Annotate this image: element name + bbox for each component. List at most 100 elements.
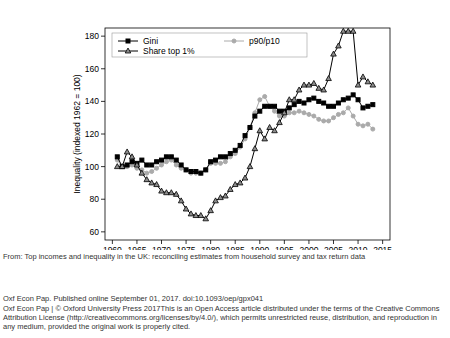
series-marker xyxy=(184,168,188,172)
series-marker xyxy=(213,198,219,203)
y-tick-label: 120 xyxy=(85,129,99,139)
series-marker xyxy=(120,165,124,169)
series-marker xyxy=(346,96,350,100)
series-line xyxy=(117,96,373,173)
series-marker xyxy=(366,122,370,126)
legend-marker xyxy=(126,39,130,43)
series-marker xyxy=(297,109,301,113)
series-marker xyxy=(321,87,327,92)
x-tick-label: 1995 xyxy=(275,245,294,250)
y-tick xyxy=(101,166,105,167)
series-marker xyxy=(351,114,355,118)
series-marker xyxy=(336,112,340,116)
series-marker xyxy=(302,101,306,105)
series-marker xyxy=(356,122,360,126)
y-tick xyxy=(101,231,105,232)
series-marker xyxy=(199,171,203,175)
series-marker xyxy=(257,128,263,133)
series-marker xyxy=(214,158,218,162)
series-marker xyxy=(242,175,248,180)
plot-frame xyxy=(105,28,390,240)
y-tick xyxy=(101,199,105,200)
series-marker xyxy=(341,28,347,33)
series-marker xyxy=(273,109,277,113)
footer-text: Oxf Econ Pap. Published online September… xyxy=(3,294,447,303)
series-marker xyxy=(169,155,173,159)
series-marker xyxy=(150,163,154,167)
series-marker xyxy=(194,170,198,174)
x-tick xyxy=(284,240,285,244)
series-marker xyxy=(155,166,159,170)
x-tick xyxy=(186,240,187,244)
series-marker xyxy=(297,99,301,103)
series-marker xyxy=(355,82,361,87)
series-marker xyxy=(154,182,160,187)
legend-label: Gini xyxy=(143,36,158,46)
chart: 1960196519701975198019851990199520002005… xyxy=(0,0,450,250)
series-marker xyxy=(366,104,370,108)
x-tick-label: 1985 xyxy=(226,245,245,250)
series-marker xyxy=(130,160,134,164)
series-marker xyxy=(199,171,203,175)
series-marker xyxy=(248,125,252,129)
series-marker xyxy=(311,80,317,85)
series-marker xyxy=(277,114,281,118)
series-marker xyxy=(307,98,311,102)
series-marker xyxy=(346,106,350,110)
series-marker xyxy=(232,182,238,187)
x-tick-label: 1970 xyxy=(152,245,171,250)
series-marker xyxy=(292,111,296,115)
footer-text: From: Top incomes and inequality in the … xyxy=(3,252,447,261)
series-marker xyxy=(140,158,144,162)
y-tick xyxy=(101,101,105,102)
series-marker xyxy=(183,206,189,211)
series-marker xyxy=(336,43,342,48)
legend-label: p90/p10 xyxy=(249,36,280,46)
series-marker xyxy=(124,149,130,154)
series-marker xyxy=(243,134,247,138)
series-marker xyxy=(223,193,229,198)
series-marker xyxy=(253,114,257,118)
series-marker xyxy=(316,85,322,90)
series-line xyxy=(117,95,373,173)
series-marker xyxy=(115,155,119,159)
series-marker xyxy=(204,168,208,172)
series-marker xyxy=(336,101,340,105)
legend-box xyxy=(112,33,307,57)
legend-marker xyxy=(125,48,131,53)
series-marker xyxy=(327,104,331,108)
series-marker xyxy=(155,160,159,164)
series-marker xyxy=(184,168,188,172)
x-tick xyxy=(161,240,162,244)
x-tick-label: 1965 xyxy=(127,245,146,250)
series-marker xyxy=(317,99,321,103)
y-axis-label: Inequality (indexed 1962 = 100) xyxy=(72,74,82,193)
series-marker xyxy=(296,87,302,92)
series-marker xyxy=(327,119,331,123)
series-marker xyxy=(248,125,252,129)
series-marker xyxy=(345,28,351,33)
series-marker xyxy=(370,82,376,87)
series-marker xyxy=(302,111,306,115)
series-marker xyxy=(164,190,170,195)
series-marker xyxy=(286,97,292,102)
series-marker xyxy=(189,170,193,174)
x-tick-label: 1990 xyxy=(250,245,269,250)
series-marker xyxy=(306,82,312,87)
series-marker xyxy=(164,160,168,164)
series-marker xyxy=(218,161,222,165)
y-tick-label: 60 xyxy=(90,227,100,237)
series-marker xyxy=(287,106,291,110)
series-marker xyxy=(204,168,208,172)
series-marker xyxy=(233,148,237,152)
series-marker xyxy=(341,98,345,102)
series-marker xyxy=(159,188,165,193)
series-marker xyxy=(160,163,164,167)
y-tick-label: 180 xyxy=(85,31,99,41)
series-marker xyxy=(208,208,214,213)
series-marker xyxy=(237,180,243,185)
series-marker xyxy=(322,101,326,105)
series-marker xyxy=(268,104,272,108)
x-tick xyxy=(210,240,211,244)
series-marker xyxy=(267,124,273,129)
